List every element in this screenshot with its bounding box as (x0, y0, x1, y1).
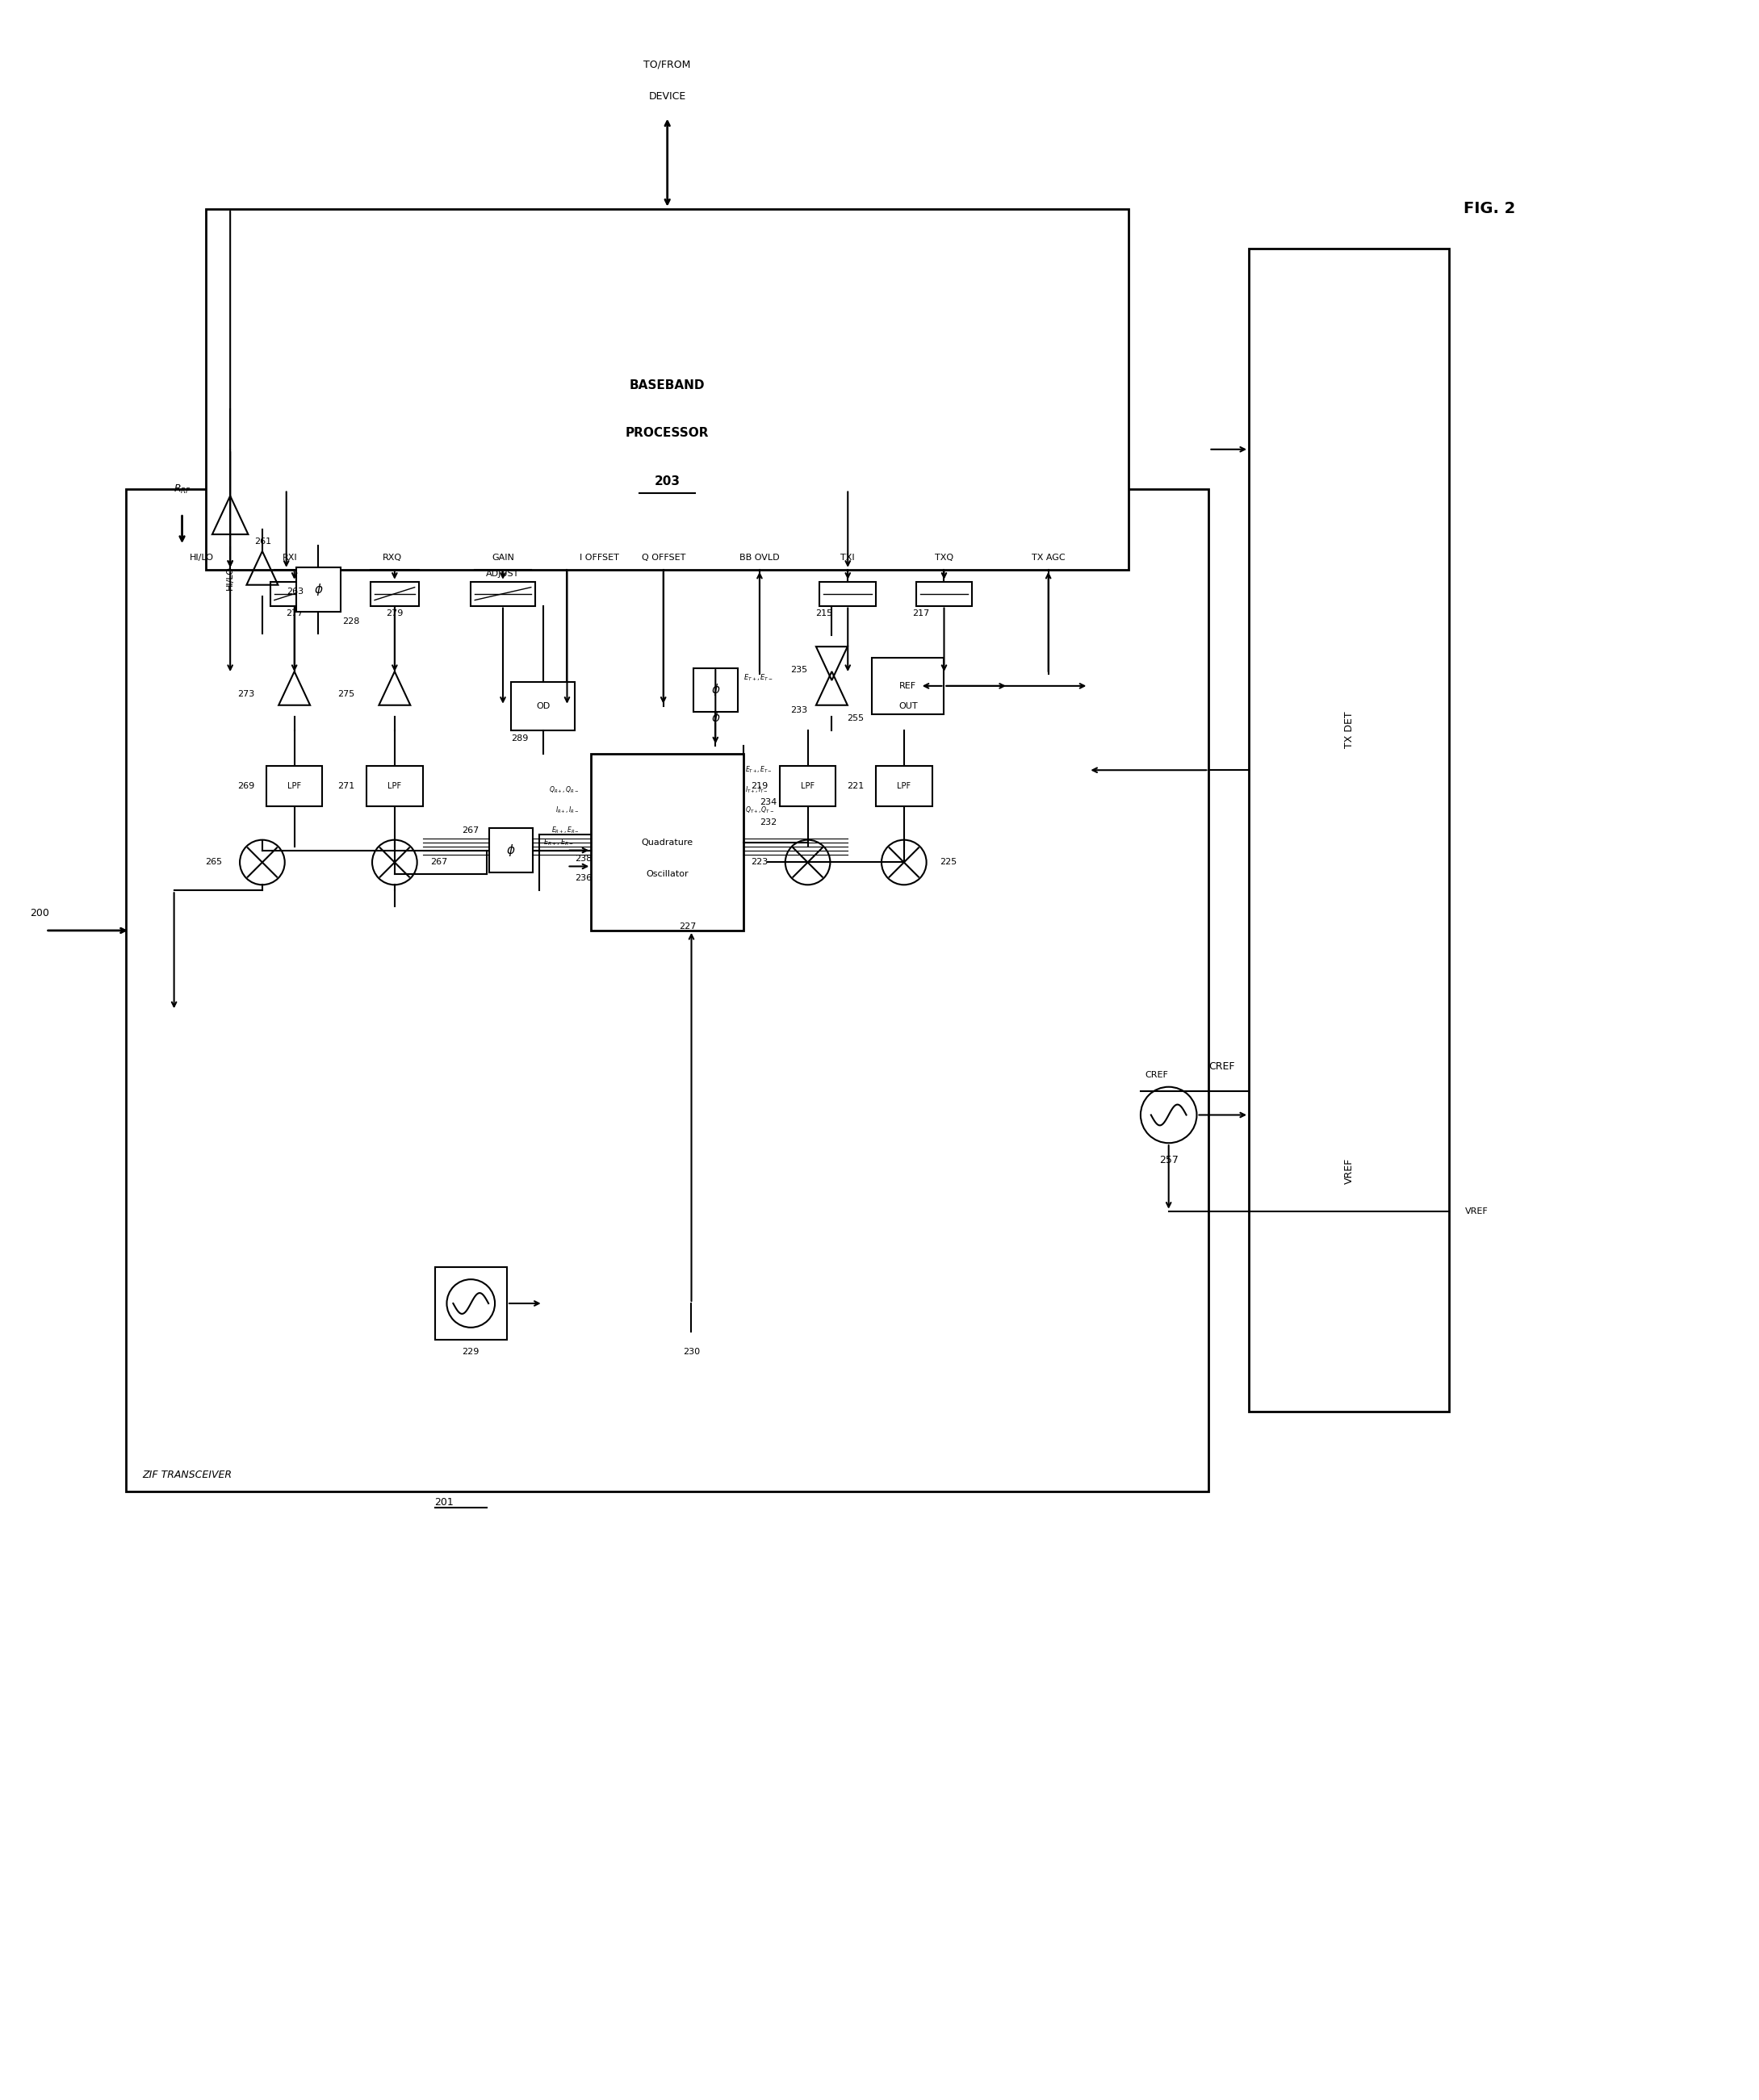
Text: 261: 261 (255, 538, 271, 546)
Bar (591, 754, 744, 930)
Text: 263: 263 (287, 588, 303, 596)
Text: RXI: RXI (283, 554, 297, 561)
Text: 255: 255 (846, 714, 864, 722)
Text: 235: 235 (790, 666, 807, 674)
Text: 277: 277 (285, 609, 303, 617)
Text: OD: OD (536, 701, 551, 710)
Text: 228: 228 (343, 617, 361, 626)
Text: $\phi$: $\phi$ (711, 710, 719, 727)
Text: $E_{T+}, E_{T-}$: $E_{T+}, E_{T-}$ (744, 672, 774, 682)
Text: 271: 271 (338, 781, 355, 790)
Text: 227: 227 (679, 922, 697, 930)
Text: 233: 233 (790, 706, 807, 714)
Text: GAIN: GAIN (493, 554, 514, 561)
Text: $Q_{R+}, Q_{R-}$: $Q_{R+}, Q_{R-}$ (549, 785, 579, 796)
Bar (489, 827, 533, 872)
Text: I OFFSET: I OFFSET (579, 554, 619, 561)
Bar (127, 489, 1208, 1491)
Text: 223: 223 (751, 859, 767, 867)
Text: 269: 269 (237, 781, 255, 790)
Text: ZIF TRANSCEIVER: ZIF TRANSCEIVER (142, 1470, 232, 1480)
Text: VREF: VREF (1344, 1157, 1354, 1184)
Text: OUT: OUT (899, 701, 918, 710)
Text: 232: 232 (760, 819, 777, 825)
Text: 201: 201 (434, 1497, 454, 1508)
Text: 200: 200 (30, 907, 49, 918)
Text: TXI: TXI (841, 554, 855, 561)
Text: $\phi$: $\phi$ (313, 582, 324, 596)
Text: 273: 273 (237, 691, 255, 697)
Text: $\phi$: $\phi$ (507, 842, 515, 859)
Text: TXQ: TXQ (934, 554, 953, 561)
Text: VREF: VREF (1465, 1208, 1488, 1216)
Text: 203: 203 (654, 475, 681, 487)
Text: 225: 225 (939, 859, 957, 867)
Bar (206, 208, 1129, 569)
Text: HI/LO: HI/LO (227, 565, 234, 590)
Text: DEVICE: DEVICE (649, 90, 686, 101)
Text: TX DET: TX DET (1344, 712, 1354, 748)
Text: REF: REF (899, 682, 916, 691)
Bar (916, 582, 973, 605)
Text: 221: 221 (846, 781, 864, 790)
Bar (371, 582, 419, 605)
Text: $Q_{T+}, Q_{T-}$: $Q_{T+}, Q_{T-}$ (746, 804, 774, 815)
Bar (266, 766, 322, 806)
Text: $I_{T+}, I_{T-}$: $I_{T+}, I_{T-}$ (746, 785, 769, 796)
Text: 236: 236 (575, 874, 591, 882)
Bar (779, 766, 836, 806)
Text: 238: 238 (575, 855, 591, 863)
Text: BB OVLD: BB OVLD (739, 554, 779, 561)
Text: 230: 230 (682, 1348, 700, 1357)
Text: 229: 229 (463, 1348, 480, 1357)
Text: 217: 217 (911, 609, 929, 617)
Bar (820, 582, 876, 605)
Text: 275: 275 (338, 691, 355, 697)
Text: 265: 265 (206, 859, 222, 867)
Text: CREF: CREF (1208, 1063, 1235, 1073)
Text: 289: 289 (510, 735, 528, 741)
Text: TX AGC: TX AGC (1031, 554, 1066, 561)
Text: $E_{T+}, E_{T-}$: $E_{T+}, E_{T-}$ (746, 764, 772, 775)
Text: Q OFFSET: Q OFFSET (642, 554, 686, 561)
Bar (876, 766, 932, 806)
Text: 215: 215 (816, 609, 832, 617)
Bar (872, 657, 945, 714)
Text: $E_{R+}, E_{R-}$: $E_{R+}, E_{R-}$ (551, 825, 579, 836)
Text: 267: 267 (463, 825, 480, 834)
Text: PROCESSOR: PROCESSOR (626, 426, 709, 439)
Text: HI/LO: HI/LO (190, 554, 215, 561)
Text: CREF: CREF (1145, 1071, 1168, 1079)
Text: LPF: LPF (897, 781, 911, 790)
Text: Oscillator: Oscillator (646, 869, 688, 878)
Text: LPF: LPF (800, 781, 814, 790)
Bar (510, 682, 575, 731)
Text: RXQ: RXQ (383, 554, 403, 561)
Bar (1249, 250, 1449, 1411)
Text: TO/FROM: TO/FROM (644, 59, 691, 69)
Bar (271, 582, 318, 605)
Text: $I_{R+}, I_{R-}$: $I_{R+}, I_{R-}$ (556, 804, 579, 815)
Text: Quadrature: Quadrature (642, 838, 693, 846)
Text: FIG. 2: FIG. 2 (1463, 202, 1516, 216)
Bar (471, 582, 535, 605)
Text: $\phi$: $\phi$ (711, 682, 719, 697)
Text: 219: 219 (751, 781, 767, 790)
Text: 257: 257 (1159, 1155, 1179, 1166)
Text: $E_{R+}, E_{R-}$: $E_{R+}, E_{R-}$ (544, 838, 573, 846)
Bar (366, 766, 422, 806)
Text: LPF: LPF (287, 781, 301, 790)
Text: 279: 279 (385, 609, 403, 617)
Text: LPF: LPF (387, 781, 401, 790)
Text: BASEBAND: BASEBAND (630, 380, 705, 391)
Bar (434, 1266, 507, 1340)
Text: 234: 234 (760, 798, 777, 806)
Bar (693, 668, 737, 712)
Text: $R_{RF}$: $R_{RF}$ (172, 483, 192, 496)
Text: ADJUST: ADJUST (485, 569, 519, 578)
Text: 267: 267 (431, 859, 449, 867)
Bar (296, 567, 341, 611)
